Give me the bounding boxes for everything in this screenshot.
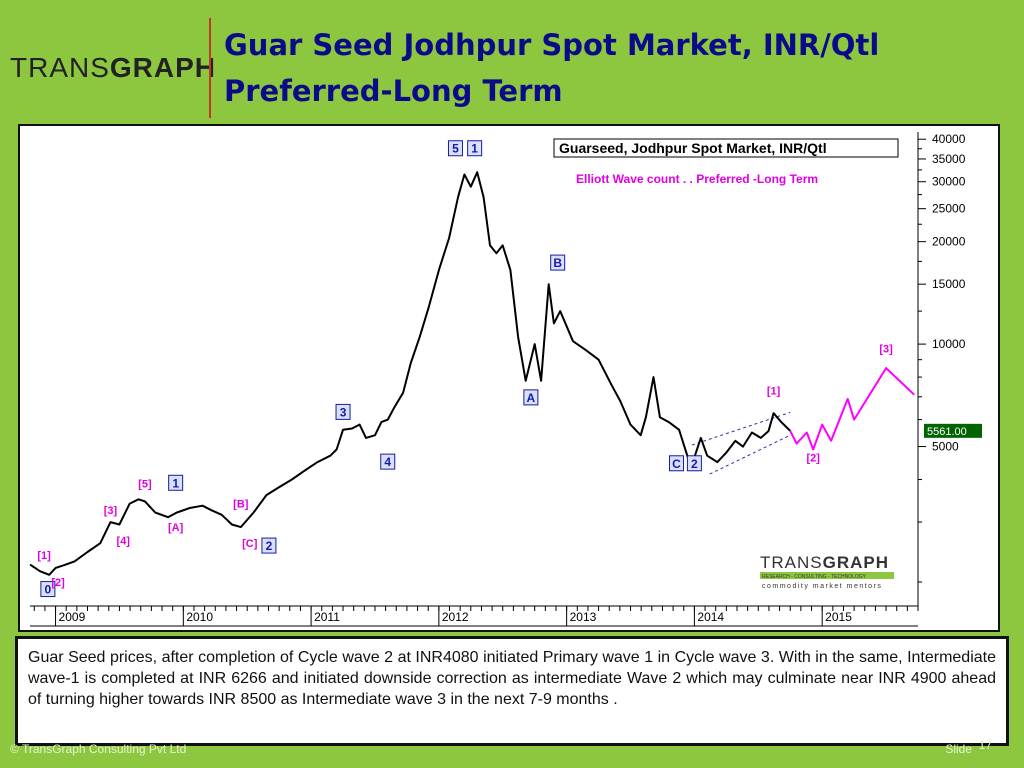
wave-label: 2 xyxy=(266,539,273,553)
watermark-tagline: RESEARCH - CONSULTING - TECHNOLOGY xyxy=(762,574,867,580)
transgraph-logo: TRANSGRAPH xyxy=(10,52,217,83)
chart-title-box xyxy=(553,138,899,158)
wave-label: 1 xyxy=(172,476,179,490)
wave-label-box xyxy=(40,581,56,598)
wave-label: A xyxy=(527,391,536,405)
wave-label: [3] xyxy=(879,344,893,356)
wave-label-box xyxy=(335,403,351,420)
watermark-logo: TRANSGRAPH xyxy=(760,553,889,572)
footer-slide-label: Slide xyxy=(945,742,972,756)
x-tick-label: 2009 xyxy=(59,610,86,624)
x-tick-label: 2011 xyxy=(314,610,340,624)
y-tick-label: 15000 xyxy=(932,277,966,291)
chart-commentary: Guar Seed prices, after completion of Cy… xyxy=(15,636,1009,746)
price-series-line xyxy=(29,171,791,576)
wave-label: C xyxy=(672,457,681,471)
wave-label: [3] xyxy=(104,505,118,517)
y-tick-label: 30000 xyxy=(932,175,966,189)
wave-label: 4 xyxy=(384,455,391,469)
wave-label: [B] xyxy=(233,499,249,511)
wave-label: [A] xyxy=(168,522,184,534)
wave-label: [1] xyxy=(767,386,781,398)
wave-label-box xyxy=(669,455,685,472)
projection-series-line xyxy=(789,367,915,451)
header-divider xyxy=(209,18,211,118)
footer-copyright: © TransGraph Consulting Pvt Ltd xyxy=(10,742,187,756)
last-price-tag xyxy=(924,423,982,438)
footer-slide-number: 17 xyxy=(978,738,992,752)
slide-title-line-2: Preferred-Long Term xyxy=(224,74,563,108)
header: TRANSGRAPH Guar Seed Jodhpur Spot Market… xyxy=(0,0,1024,128)
wave-label: 3 xyxy=(340,405,347,419)
wave-label-box xyxy=(380,453,396,470)
x-tick-label: 2015 xyxy=(825,610,852,624)
wave-label-box xyxy=(261,537,277,554)
wave-label-box xyxy=(550,254,566,271)
wave-label: 0 xyxy=(45,583,52,597)
slide-title: Guar Seed Jodhpur Spot Market, INR/Qtl P… xyxy=(224,22,879,114)
wave-label-box xyxy=(523,389,539,406)
wave-label: [5] xyxy=(138,478,152,490)
y-tick-label: 35000 xyxy=(932,152,966,166)
wave-label-box xyxy=(467,140,483,157)
wave-label: 2 xyxy=(691,457,698,471)
watermark-bar xyxy=(760,572,894,579)
slide-title-line-1: Guar Seed Jodhpur Spot Market, INR/Qtl xyxy=(224,28,880,62)
x-tick-label: 2012 xyxy=(442,610,469,624)
wave-label-box xyxy=(168,474,184,491)
wave-label: [4] xyxy=(117,535,131,547)
watermark-subtitle: commodity market mentors xyxy=(762,583,882,590)
last-price-label: 5561.00 xyxy=(927,426,967,438)
wave-label: [2] xyxy=(51,577,65,589)
y-tick-label: 20000 xyxy=(932,235,966,249)
plot-area xyxy=(30,132,918,606)
x-tick-label: 2014 xyxy=(697,610,724,624)
wave-label: [C] xyxy=(242,538,258,550)
wave-label-box xyxy=(447,140,463,157)
wedge-trendline xyxy=(691,411,791,446)
y-tick-label: 25000 xyxy=(932,202,966,216)
chart-subtitle: Elliott Wave count . . Preferred -Long T… xyxy=(576,172,818,186)
chart-title: Guarseed, Jodhpur Spot Market, INR/Qtl xyxy=(559,140,827,156)
chart-panel: 5000 10000 15000 20000 25000 30000 35000 40000 2… xyxy=(18,124,1000,632)
wedge-trendline xyxy=(709,434,791,475)
y-tick-label: 10000 xyxy=(932,337,966,351)
wave-label: B xyxy=(553,256,562,270)
wave-label: [2] xyxy=(807,452,821,464)
x-tick-label: 2013 xyxy=(570,610,597,624)
price-chart: 5000 10000 15000 20000 25000 30000 35000 40000 2… xyxy=(29,132,982,627)
wave-label: [1] xyxy=(37,550,51,562)
wave-label: 5 xyxy=(452,142,459,156)
wave-label-box xyxy=(686,455,702,472)
y-tick-label: 40000 xyxy=(932,132,966,146)
x-tick-label: 2010 xyxy=(186,610,213,624)
wave-label: 1 xyxy=(471,142,478,156)
y-tick-label: 5000 xyxy=(932,440,959,454)
